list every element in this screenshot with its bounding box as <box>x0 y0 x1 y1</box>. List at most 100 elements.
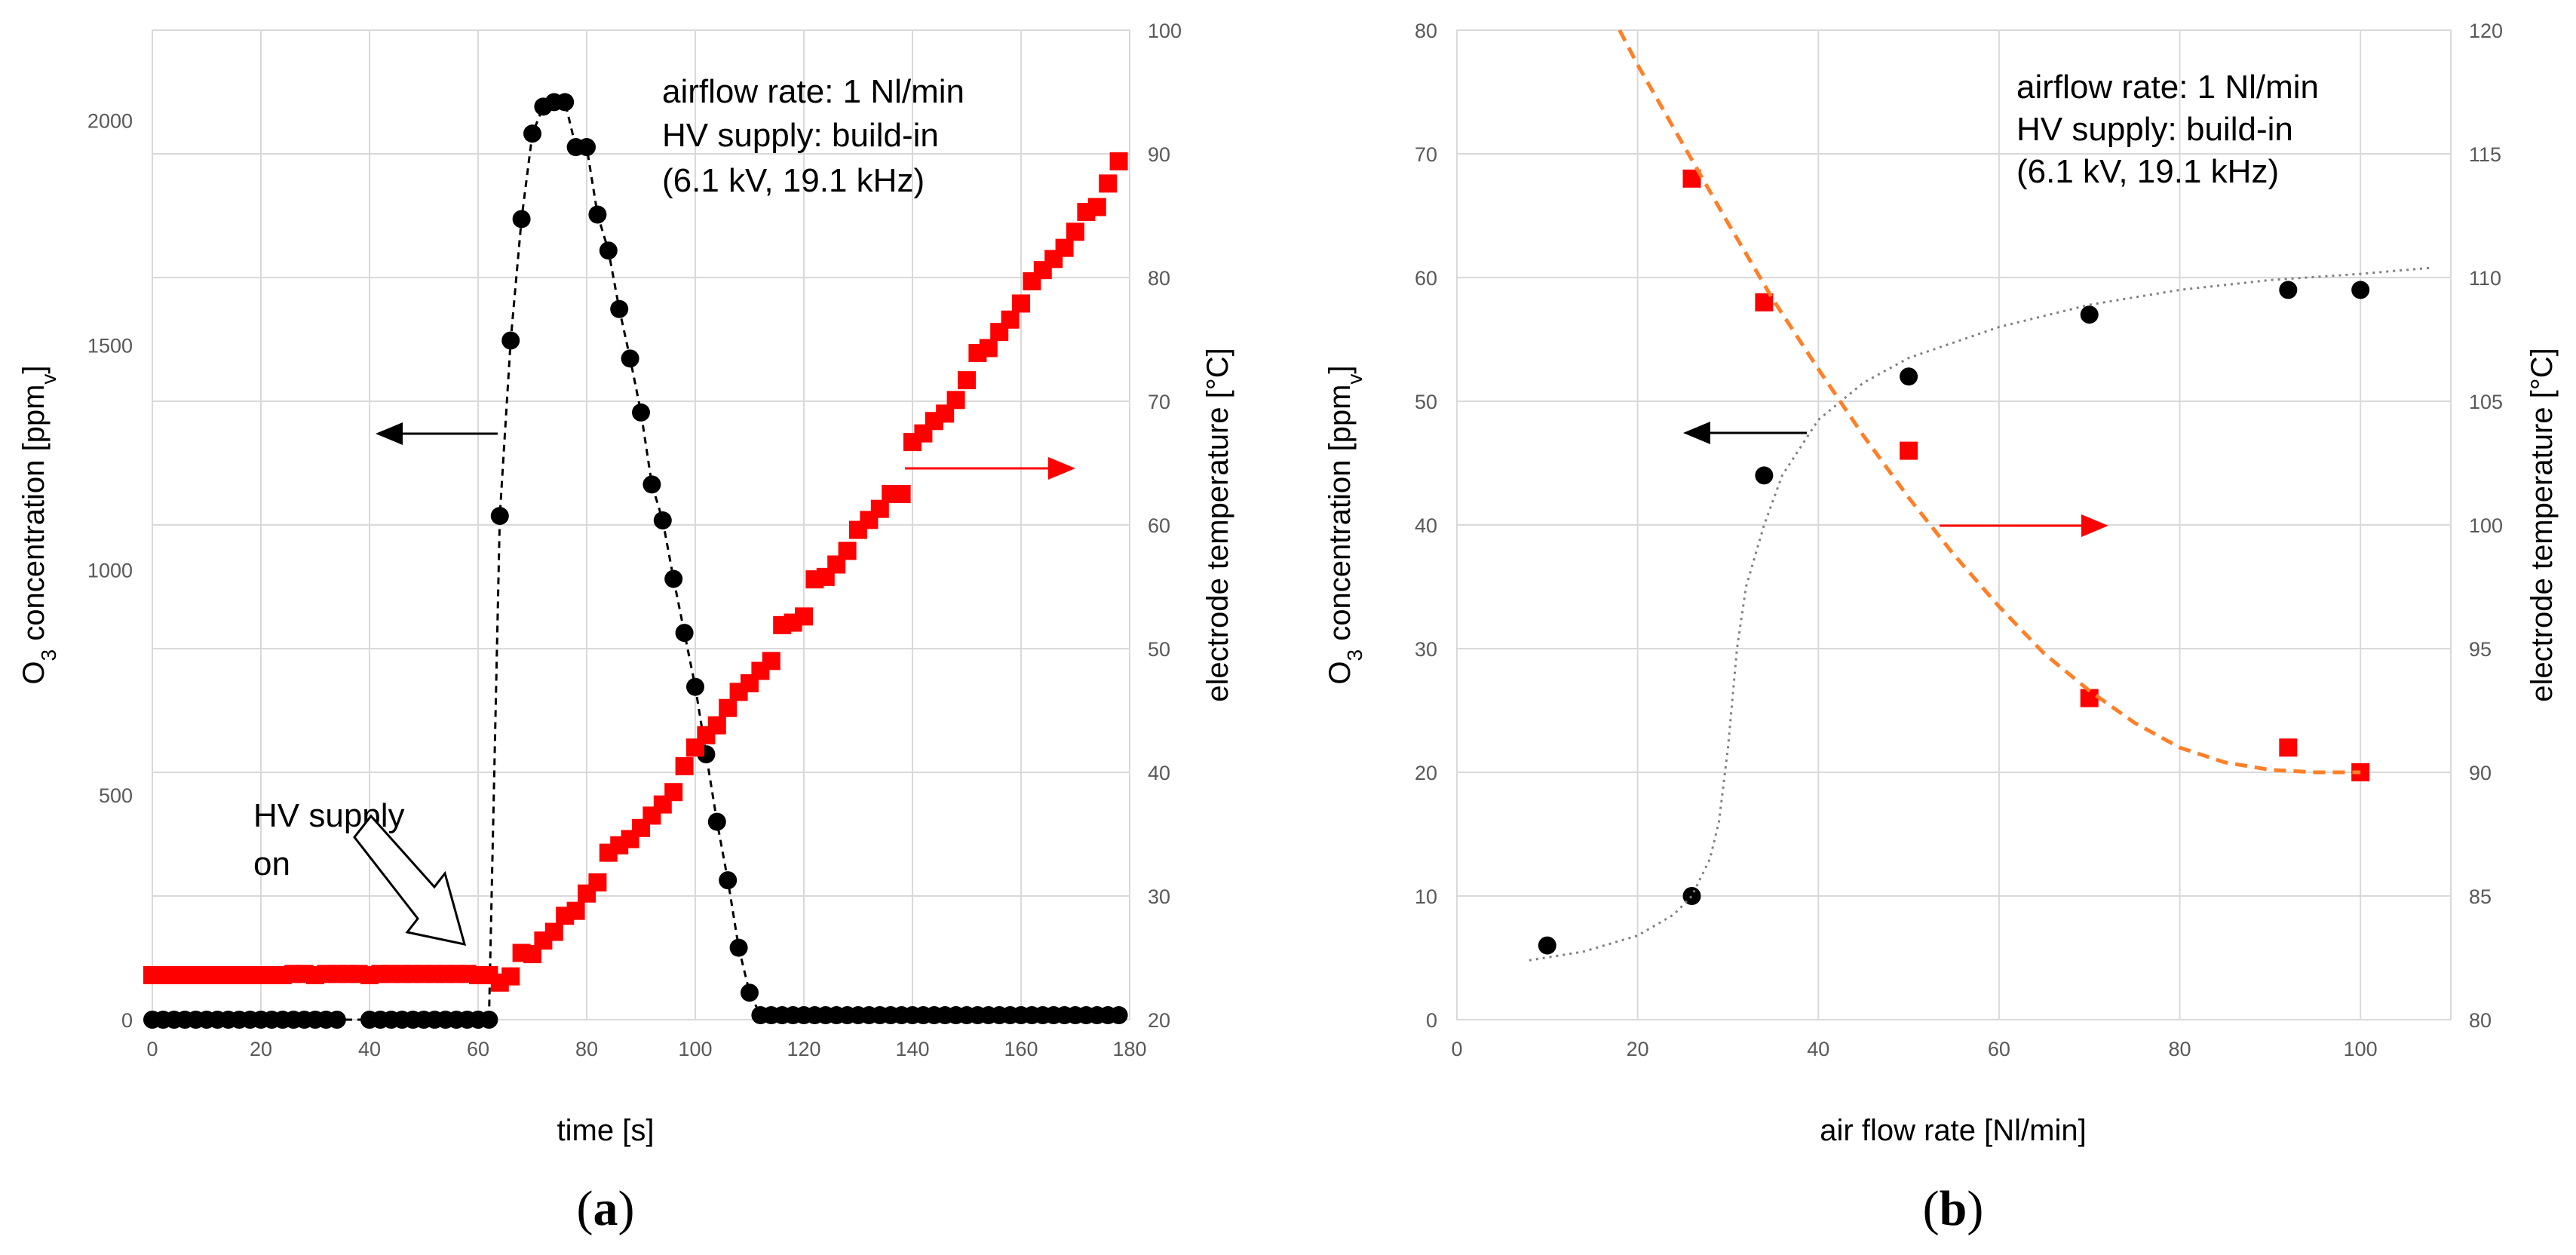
x-tick-label: 0 <box>1451 1038 1462 1060</box>
y-left-tick-label: 70 <box>1415 143 1437 166</box>
y-right-tick-label: 85 <box>2469 885 2492 908</box>
o3-point <box>1682 887 1701 905</box>
x-tick-label: 180 <box>1112 1038 1146 1060</box>
temperature-point <box>707 716 726 735</box>
plot-frame-a <box>152 29 1130 1020</box>
y-right-tick-label: 105 <box>2469 391 2503 413</box>
o3-point <box>2080 305 2099 324</box>
o3-point <box>2279 281 2298 299</box>
temperature-point <box>892 485 911 503</box>
y-right-tick-label: 30 <box>1148 885 1170 908</box>
y-right-tick-label: 90 <box>1148 143 1170 166</box>
temperature-point <box>2080 689 2099 707</box>
annotation-b-line-1: airflow rate: 1 Nl/min <box>2016 69 2319 106</box>
y-left-tick-label: 0 <box>121 1009 133 1032</box>
y-right-tick-label: 90 <box>2469 762 2492 784</box>
temperature-point <box>719 698 738 717</box>
y-right-tick-label: 115 <box>2469 143 2501 166</box>
o3-point <box>556 93 575 112</box>
o3-point <box>729 938 748 957</box>
o3-point <box>1538 936 1556 955</box>
o3-point <box>707 812 726 831</box>
y-left-tick-label: 1000 <box>87 560 133 582</box>
tick-labels-a: 0 20 40 60 80 100 120 140 160 180 0 500 1000 1500 2000… <box>87 20 1182 1060</box>
y-axis-label-left-a: O3 concentration [ppmv] <box>17 365 60 684</box>
x-tick-label: 160 <box>1004 1038 1038 1060</box>
y-right-tick-label: 70 <box>1148 391 1170 413</box>
panel-label-b: (b) <box>1923 1181 1984 1236</box>
tick-labels-b: 0 20 40 60 80 100 0 10 20 30 40 50 60 70 80 80 85 90 95 100… <box>1415 20 2503 1060</box>
series-line <box>152 100 1119 1021</box>
o3-point <box>480 1011 498 1029</box>
series-line <box>1618 29 2361 775</box>
series-line <box>1529 266 2433 962</box>
y-axis-label-left-b: O3 concentration [ppmv] <box>1323 365 1366 684</box>
y-right-tick-label: 95 <box>2469 638 2492 661</box>
o3-point <box>327 1011 346 1029</box>
temperature-point <box>979 339 998 357</box>
o3-point <box>578 138 596 157</box>
hv-on-arrow-icon <box>353 814 467 946</box>
x-axis-label-a: time [s] <box>557 1114 655 1147</box>
y-left-tick-label: 60 <box>1415 267 1437 290</box>
plot-frame-b <box>1456 29 2452 1020</box>
temperature-point <box>762 652 780 670</box>
chart-b: 0 20 40 60 80 100 0 10 20 30 40 50 60 70 80 80 85 90 95 100… <box>1323 20 2559 1236</box>
temperature-point <box>566 901 585 920</box>
y-left-tick-label: 0 <box>1426 1009 1437 1032</box>
annotation-b-line-2: HV supply: build-in <box>2016 111 2293 148</box>
temperature-point <box>664 783 683 802</box>
o3-point <box>610 299 629 318</box>
x-tick-label: 20 <box>1627 1038 1649 1060</box>
annotation-a-line-1: airflow rate: 1 Nl/min <box>662 73 964 110</box>
o3-point <box>675 624 694 643</box>
y-right-tick-label: 110 <box>2469 267 2501 290</box>
data-marks-b <box>1529 29 2433 962</box>
o3-point <box>501 331 520 350</box>
y-left-tick-label: 40 <box>1415 514 1437 537</box>
x-tick-label: 0 <box>146 1038 158 1060</box>
annotation-b-line-3: (6.1 kV, 19.1 kHz) <box>2016 153 2279 190</box>
chart-a: 0 20 40 60 80 100 120 140 160 180 0 500 1000 1500 2000… <box>17 20 1234 1236</box>
o3-point <box>1755 466 1774 485</box>
x-tick-label: 100 <box>2344 1038 2378 1060</box>
temperature-point <box>1109 152 1128 170</box>
y-right-tick-label: 40 <box>1148 762 1170 784</box>
y-left-tick-label: 1500 <box>87 334 133 357</box>
annotation-a-line-2: HV supply: build-in <box>662 117 939 154</box>
o3-point <box>621 349 639 368</box>
temperature-point <box>675 756 694 775</box>
o3-point <box>512 210 531 229</box>
o3-point <box>664 569 683 588</box>
temperature-point <box>1900 441 1918 460</box>
y-right-tick-label: 80 <box>1148 267 1170 290</box>
y-axis-label-right-b: electrode temperature [°C] <box>2525 348 2559 702</box>
data-marks-a <box>143 93 1128 1029</box>
o3-point <box>653 511 672 530</box>
y-right-tick-label: 50 <box>1148 638 1170 661</box>
y-right-tick-label: 120 <box>2469 20 2503 42</box>
temperature-point <box>795 607 813 626</box>
o3-point <box>490 507 509 526</box>
o3-point <box>588 205 607 224</box>
temperature-point <box>588 873 607 891</box>
o3-point <box>642 475 661 494</box>
temperature-point <box>1055 238 1074 257</box>
y-left-tick-label: 500 <box>99 784 133 807</box>
x-tick-label: 140 <box>895 1038 929 1060</box>
y-left-tick-label: 10 <box>1415 885 1437 908</box>
y-left-tick-label: 80 <box>1415 20 1437 42</box>
annotation-a-line-3: (6.1 kV, 19.1 kHz) <box>662 162 925 199</box>
hv-supply-label-line-2: on <box>253 845 290 882</box>
temperature-point <box>1012 294 1030 313</box>
y-right-tick-label: 100 <box>1148 20 1182 42</box>
o3-point <box>1900 367 1918 386</box>
y-left-tick-label: 50 <box>1415 391 1437 413</box>
y-left-tick-label: 30 <box>1415 638 1437 661</box>
x-axis-label-b: air flow rate [Nl/min] <box>1820 1114 2086 1147</box>
x-tick-label: 80 <box>2169 1038 2191 1060</box>
o3-point <box>632 403 650 422</box>
temperature-point <box>1066 222 1084 241</box>
panel-label-a: (a) <box>577 1181 635 1236</box>
